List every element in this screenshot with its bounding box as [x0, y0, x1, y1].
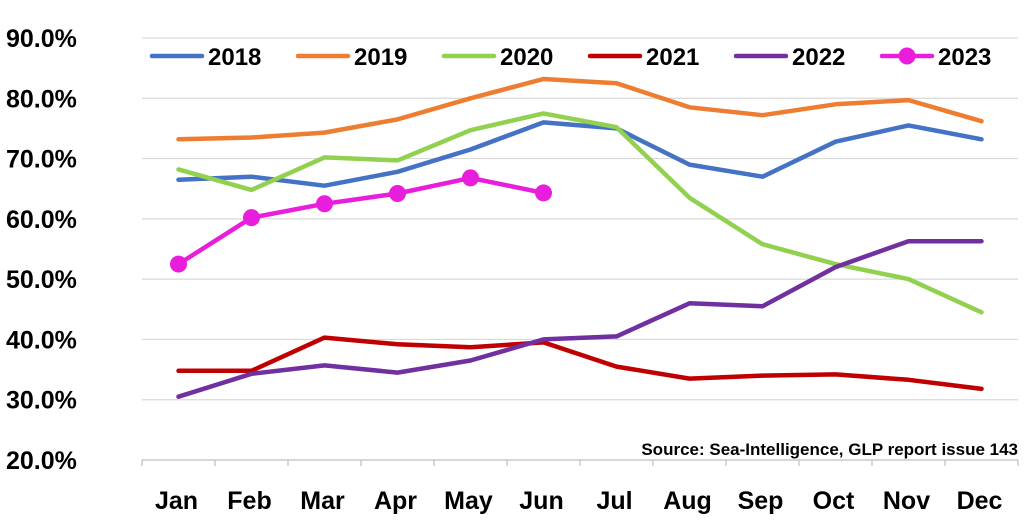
y-tick-label: 90.0% [6, 25, 77, 53]
data-point-2023 [462, 169, 479, 187]
x-tick-label: Jul [596, 487, 632, 515]
x-tick-labels: Jan Feb Mar Apr May Jun Jul Aug Sep Oct Nov Dec [155, 487, 1003, 515]
x-tick-label: Feb [227, 487, 271, 515]
y-tick-labels: 20.0% 30.0% 40.0% 50.0% 60.0% 70.0% 80.0% 90.0% [6, 25, 77, 475]
y-tick-label: 50.0% [6, 266, 77, 294]
series-line-2018 [176, 120, 984, 188]
legend-label-2018: 2018 [208, 44, 261, 71]
x-tick-label: Dec [957, 487, 1003, 515]
x-tick-label: Jun [519, 487, 563, 515]
legend-label-2023: 2023 [938, 44, 991, 71]
series-line-2020 [176, 111, 984, 315]
data-point-2023 [535, 184, 552, 202]
y-tick-label: 80.0% [6, 85, 77, 113]
data-point-2023 [389, 185, 406, 203]
x-tick-label: May [444, 487, 493, 515]
series-line-2022 [176, 238, 984, 399]
y-tick-label: 60.0% [6, 206, 77, 234]
data-point-2023 [316, 195, 333, 213]
x-tick-label: Aug [663, 487, 712, 515]
axes [141, 459, 1019, 466]
series-line-2023 [176, 175, 546, 267]
y-tick-label: 40.0% [6, 326, 77, 354]
series-lines [170, 76, 984, 399]
legend-label-2022: 2022 [792, 44, 845, 71]
x-tick-label: Nov [883, 487, 930, 515]
y-tick-label: 30.0% [6, 387, 77, 415]
legend-label-2021: 2021 [646, 44, 699, 71]
x-tick-label: Sep [738, 487, 784, 515]
series-line-2021 [176, 335, 984, 392]
series-line-2019 [176, 76, 984, 142]
legend-label-2020: 2020 [500, 44, 553, 71]
data-point-2023 [170, 255, 187, 273]
y-tick-label: 70.0% [6, 146, 77, 174]
source-annotation: Source: Sea-Intelligence, GLP report iss… [641, 440, 1018, 459]
y-tick-label: 20.0% [6, 447, 77, 475]
legend-marker-2023 [898, 47, 916, 65]
x-tick-label: Mar [300, 487, 345, 515]
data-point-2023 [243, 209, 260, 227]
x-tick-label: Jan [155, 487, 198, 515]
x-tick-label: Apr [374, 487, 417, 515]
gridlines [142, 37, 1018, 401]
x-tick-label: Oct [813, 487, 855, 515]
legend: 2018 2019 2020 2021 2022 2023 [149, 44, 991, 71]
legend-label-2019: 2019 [354, 44, 407, 71]
